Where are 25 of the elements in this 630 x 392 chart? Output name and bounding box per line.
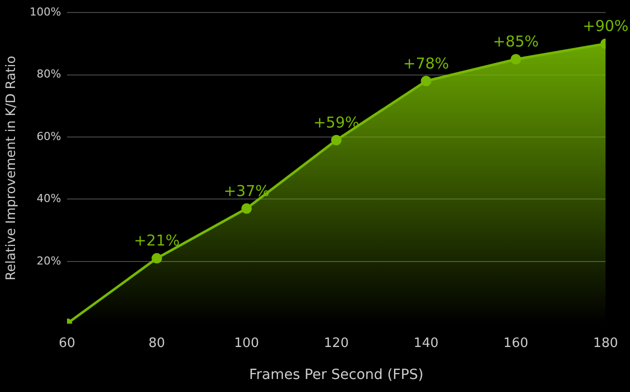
data-label: +78% <box>403 54 450 72</box>
point <box>331 134 342 146</box>
point <box>241 203 252 214</box>
x-tick-label: 140 <box>414 336 438 351</box>
data-label: +90% <box>582 17 629 36</box>
y-tick-label: 20% <box>36 254 62 268</box>
data-label: +21% <box>134 232 180 250</box>
y-tick-label: 100% <box>30 5 62 18</box>
x-tick-label: 80 <box>148 336 166 351</box>
x-tick-label: 60 <box>58 336 76 351</box>
y-tick-label: 60% <box>36 130 62 143</box>
data-label: +59% <box>313 114 360 132</box>
y-axis-title: Relative Improvement in K/D Ratio <box>4 56 20 280</box>
x-tick-label: 100 <box>234 336 259 351</box>
point <box>152 253 162 264</box>
data-label: +85% <box>492 32 539 51</box>
point <box>510 54 522 64</box>
data-label: +37% <box>224 182 270 200</box>
point <box>420 76 432 86</box>
x-tick-label: 180 <box>593 336 618 351</box>
y-tick-label: 40% <box>36 192 62 206</box>
x-axis-title: Frames Per Second (FPS) <box>249 367 424 384</box>
y-tick-label: 80% <box>36 68 62 81</box>
x-tick-label: 120 <box>324 336 349 351</box>
x-tick-label: 160 <box>503 336 528 351</box>
